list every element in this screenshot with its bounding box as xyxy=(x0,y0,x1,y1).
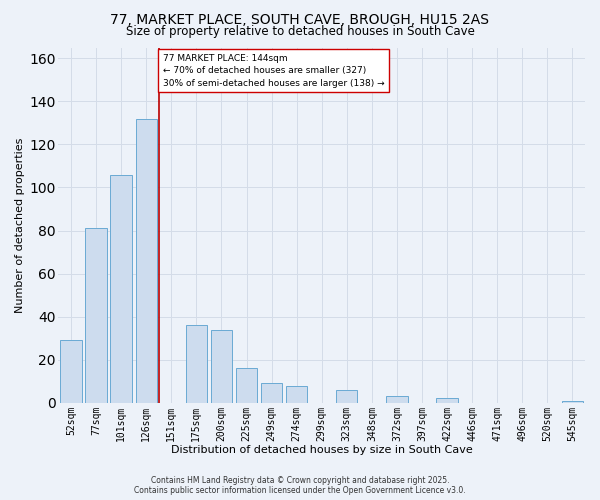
Bar xyxy=(336,390,358,403)
Bar xyxy=(286,386,307,403)
Bar xyxy=(261,384,282,403)
Bar xyxy=(136,118,157,403)
Bar xyxy=(110,174,132,403)
Bar xyxy=(61,340,82,403)
Bar xyxy=(562,400,583,403)
Bar xyxy=(185,326,207,403)
X-axis label: Distribution of detached houses by size in South Cave: Distribution of detached houses by size … xyxy=(171,445,473,455)
Bar xyxy=(211,330,232,403)
Text: Contains HM Land Registry data © Crown copyright and database right 2025.
Contai: Contains HM Land Registry data © Crown c… xyxy=(134,476,466,495)
Text: 77 MARKET PLACE: 144sqm
← 70% of detached houses are smaller (327)
30% of semi-d: 77 MARKET PLACE: 144sqm ← 70% of detache… xyxy=(163,54,384,88)
Bar xyxy=(85,228,107,403)
Text: 77, MARKET PLACE, SOUTH CAVE, BROUGH, HU15 2AS: 77, MARKET PLACE, SOUTH CAVE, BROUGH, HU… xyxy=(110,12,490,26)
Bar xyxy=(386,396,407,403)
Bar xyxy=(236,368,257,403)
Y-axis label: Number of detached properties: Number of detached properties xyxy=(15,138,25,313)
Text: Size of property relative to detached houses in South Cave: Size of property relative to detached ho… xyxy=(125,25,475,38)
Bar xyxy=(436,398,458,403)
